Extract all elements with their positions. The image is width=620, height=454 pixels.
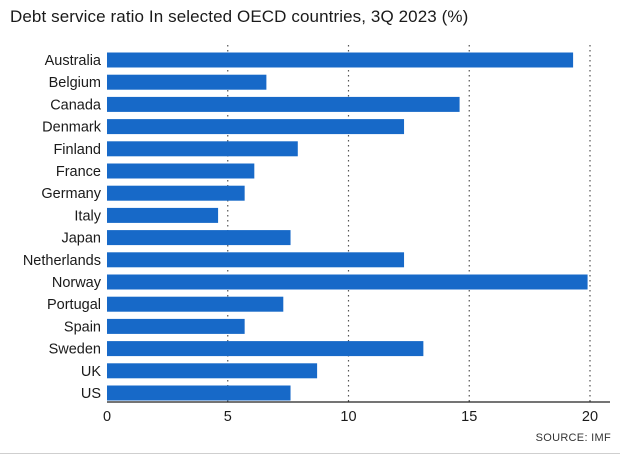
category-label-finland: Finland (53, 142, 101, 158)
category-label-canada: Canada (50, 97, 102, 113)
category-label-uk: UK (81, 364, 101, 380)
bar-australia (107, 52, 574, 68)
x-tick-label-20: 20 (582, 409, 598, 425)
bar-denmark (107, 119, 405, 135)
bar-finland (107, 141, 298, 157)
bar-us (107, 385, 291, 401)
category-label-portugal: Portugal (47, 297, 101, 313)
bar-netherlands (107, 252, 405, 268)
x-tick-label-15: 15 (461, 409, 477, 425)
bar-belgium (107, 74, 267, 90)
bar-spain (107, 318, 245, 334)
category-label-sweden: Sweden (49, 342, 101, 358)
x-tick-label-0: 0 (103, 409, 111, 425)
category-labels: Australia Belgium Canada Denmark Finland Fran… (23, 53, 102, 402)
category-label-japan: Japan (61, 231, 101, 247)
bar-uk (107, 363, 318, 379)
category-label-denmark: Denmark (42, 120, 102, 136)
x-tick-label-10: 10 (340, 409, 356, 425)
bar-norway (107, 274, 588, 290)
category-label-spain: Spain (64, 319, 101, 335)
bar-france (107, 163, 255, 179)
bar-portugal (107, 296, 284, 312)
category-label-belgium: Belgium (49, 75, 101, 91)
category-label-netherlands: Netherlands (23, 253, 101, 269)
chart-title: Debt service ratio In selected OECD coun… (10, 7, 469, 26)
bar-italy (107, 207, 219, 223)
source-note: SOURCE: IMF (535, 432, 611, 444)
x-axis: 0 5 10 15 20 (103, 401, 610, 425)
category-label-germany: Germany (41, 186, 101, 202)
bars (107, 52, 588, 401)
category-label-us: US (81, 386, 101, 402)
x-tick-label-5: 5 (224, 409, 232, 425)
bar-sweden (107, 341, 424, 357)
category-label-norway: Norway (52, 275, 102, 291)
bar-canada (107, 96, 460, 112)
bar-japan (107, 230, 291, 246)
category-label-australia: Australia (45, 53, 102, 69)
category-label-italy: Italy (74, 208, 101, 224)
category-label-france: France (56, 164, 101, 180)
bar-germany (107, 185, 245, 201)
